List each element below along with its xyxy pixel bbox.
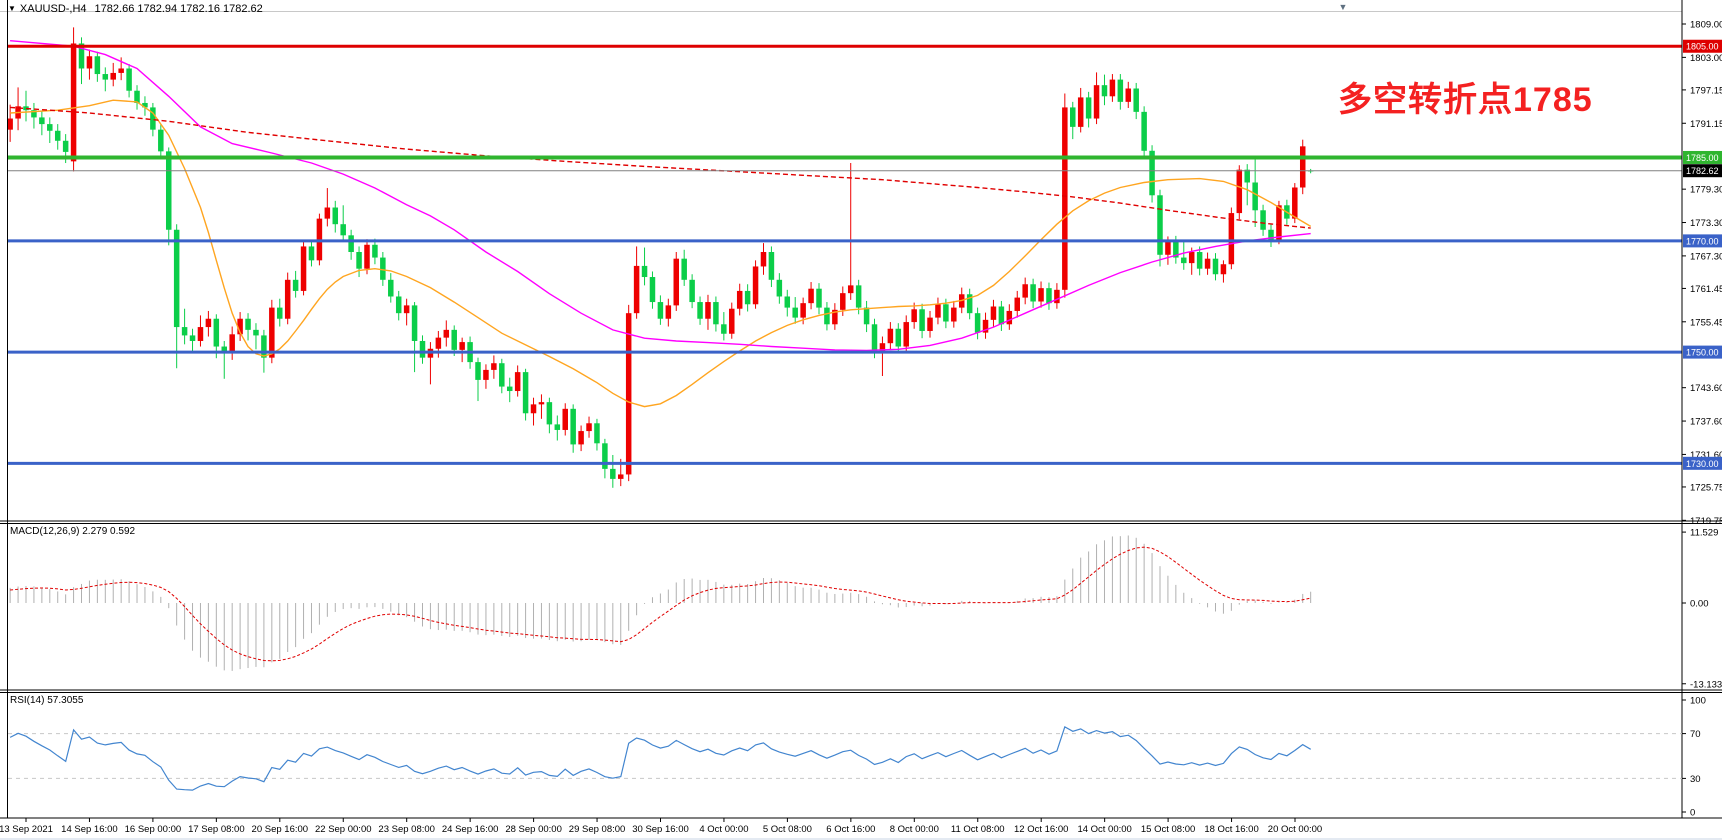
price-tick-label: 1767.30 — [1690, 251, 1722, 262]
price-tick-label: 1725.75 — [1690, 482, 1722, 493]
time-tick-label: 13 Sep 2021 — [0, 824, 53, 835]
price-badge-1770.00 — [1683, 234, 1722, 248]
time-tick-label: 22 Sep 00:00 — [315, 824, 372, 835]
window-bottom-strip — [0, 838, 1722, 840]
time-tick-label: 28 Sep 00:00 — [505, 824, 562, 835]
price-tick-label: 1761.45 — [1690, 284, 1722, 295]
rsi-tick-label: 0 — [1690, 808, 1695, 819]
macd-panel-area[interactable] — [8, 524, 1682, 690]
price-badge-label: 1730.00 — [1686, 459, 1719, 469]
time-tick-label: 24 Sep 16:00 — [442, 824, 499, 835]
time-tick-label: 12 Oct 16:00 — [1014, 824, 1068, 835]
price-tick-label: 1809.00 — [1690, 20, 1722, 31]
time-tick-label: 29 Sep 08:00 — [569, 824, 626, 835]
time-tick-label: 4 Oct 00:00 — [699, 824, 748, 835]
price-badge-label: 1805.00 — [1686, 42, 1719, 52]
macd-panel: 11.529 0.00 -13.133 — [9, 528, 1722, 690]
price-badge-1805.00 — [1683, 39, 1722, 53]
macd-name: MACD(12,26,9) — [10, 526, 80, 537]
price-tick-label: 1797.15 — [1690, 85, 1722, 96]
time-tick-label: 23 Sep 08:00 — [378, 824, 435, 835]
rsi-tick-label: 70 — [1690, 729, 1701, 740]
price-level-lines[interactable] — [8, 44, 1682, 465]
price-axis[interactable]: 1809.00 1803.00 1797.15 1791.15 1779.30 1773.… — [1682, 20, 1722, 527]
rsi-panel-area[interactable] — [8, 693, 1682, 818]
price-badge-1730.00 — [1683, 456, 1722, 470]
price-badge-label: 1785.00 — [1686, 153, 1719, 163]
time-tick-label: 20 Oct 00:00 — [1268, 824, 1322, 835]
macd-tick-label: 11.529 — [1690, 528, 1718, 539]
price-axis-scale[interactable] — [1682, 0, 1722, 818]
time-tick-label: 6 Oct 16:00 — [826, 824, 875, 835]
time-axis[interactable]: 13 Sep 2021 14 Sep 16:00 16 Sep 00:00 17 Se… — [0, 818, 1322, 835]
macd-tick-label: -13.133 — [1690, 679, 1722, 690]
price-tick-label: 1737.60 — [1690, 417, 1722, 428]
price-tick-label: 1755.45 — [1690, 317, 1722, 328]
price-badge-1750.00 — [1683, 345, 1722, 359]
rsi-line — [9, 726, 1312, 791]
rsi-tick-label: 100 — [1690, 696, 1706, 707]
candles-layer — [7, 27, 1314, 488]
ohlc-quote-label: 1782.66 1782.94 1782.16 1782.62 — [94, 3, 263, 15]
macd-signal-line — [10, 546, 1311, 662]
time-axis-scale[interactable] — [0, 818, 1722, 838]
time-tick-label: 14 Sep 16:00 — [61, 824, 118, 835]
price-badge-label: 1770.00 — [1686, 236, 1719, 246]
ma-magenta — [10, 40, 1311, 352]
time-tick-label: 14 Oct 00:00 — [1077, 824, 1131, 835]
time-tick-label: 16 Sep 00:00 — [125, 824, 182, 835]
rsi-name: RSI(14) — [10, 695, 45, 706]
rsi-indicator-label: RSI(14) 57.3055 — [10, 695, 83, 706]
price-tick-label: 1719.75 — [1690, 516, 1722, 527]
symbol-period-label: XAUUSD-,H4 — [19, 3, 87, 15]
price-badge-label: 1782.62 — [1686, 166, 1719, 176]
rsi-panel: 100 70 30 0 — [8, 696, 1706, 819]
macd-tick-label: 0.00 — [1690, 599, 1709, 610]
rsi-tick-label: 30 — [1690, 774, 1701, 785]
time-tick-label: 30 Sep 16:00 — [632, 824, 689, 835]
time-tick-label: 5 Oct 08:00 — [763, 824, 812, 835]
price-tick-label: 1743.60 — [1690, 383, 1722, 394]
price-tick-label: 1791.15 — [1690, 119, 1722, 130]
chart-shift-marker-icon[interactable]: ▼ — [1339, 2, 1348, 12]
chart-title: ▼ XAUUSD-,H4 1782.66 1782.94 1782.16 1782.… — [8, 3, 263, 15]
macd-indicator-label: MACD(12,26,9) 2.279 0.592 — [10, 526, 135, 537]
macd-values: 2.279 0.592 — [82, 526, 136, 537]
time-tick-label: 15 Oct 08:00 — [1141, 824, 1195, 835]
symbol-dropdown-icon[interactable]: ▼ — [8, 4, 16, 13]
time-tick-label: 17 Sep 08:00 — [188, 824, 245, 835]
pivot-annotation-text: 多空转折点1785 — [1338, 81, 1593, 119]
ma-red — [10, 106, 1311, 229]
price-tick-label: 1803.00 — [1690, 53, 1722, 64]
price-tick-label: 1731.60 — [1690, 450, 1722, 461]
price-badge-1785.00 — [1683, 150, 1722, 164]
time-tick-label: 18 Oct 16:00 — [1204, 824, 1258, 835]
ma-orange — [10, 99, 1312, 408]
price-badge-label: 1750.00 — [1686, 348, 1719, 358]
time-tick-label: 20 Sep 16:00 — [252, 824, 309, 835]
time-tick-label: 11 Oct 08:00 — [951, 824, 1005, 835]
price-tick-label: 1773.30 — [1690, 218, 1722, 229]
rsi-value: 57.3055 — [47, 695, 84, 706]
price-badge-1782.62 — [1683, 164, 1722, 178]
price-tick-label: 1779.30 — [1690, 185, 1722, 196]
time-tick-label: 8 Oct 00:00 — [890, 824, 939, 835]
